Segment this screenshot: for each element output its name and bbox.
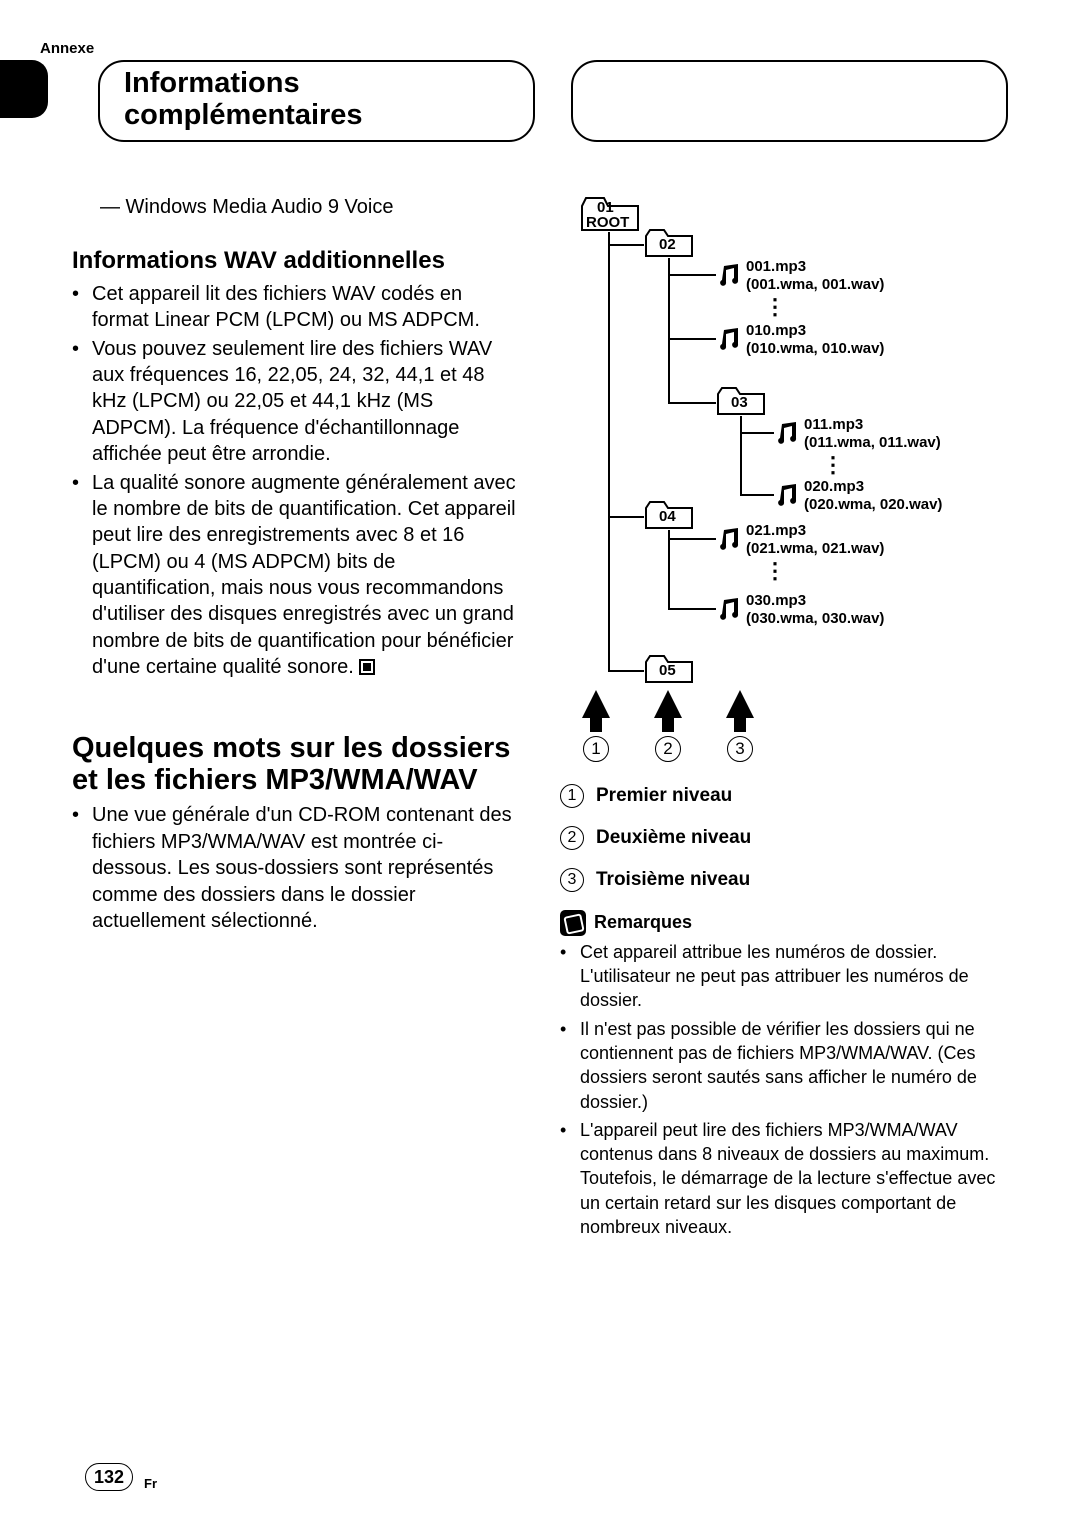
vertical-dots-icon: ⋮ <box>822 458 842 471</box>
legend-item: 3 Troisième niveau <box>560 868 1008 892</box>
vertical-dots-icon: ⋮ <box>764 564 784 577</box>
circled-number: 1 <box>583 736 609 762</box>
music-file-icon <box>774 482 802 508</box>
bullet-item: Cet appareil lit des fichiers WAV codés … <box>92 281 520 334</box>
note-icon <box>560 910 586 936</box>
file-alt-names: (011.wma, 011.wav) <box>804 434 941 451</box>
arrow-up-icon <box>582 690 610 718</box>
circled-number: 2 <box>560 826 584 850</box>
vertical-dots-icon: ⋮ <box>764 300 784 313</box>
mp3-heading: Quelques mots sur les dossiers et les fi… <box>72 733 520 797</box>
header-row: Informations complémentaires <box>98 60 1008 142</box>
title-box-empty <box>571 60 1008 142</box>
arrow-stem <box>734 716 746 732</box>
circled-number: 2 <box>655 736 681 762</box>
tree-legend: 1 Premier niveau 2 Deuxième niveau 3 Tro… <box>560 784 1008 892</box>
section-label: Annexe <box>40 40 94 57</box>
legend-label: Premier niveau <box>596 785 732 807</box>
legend-label: Troisième niveau <box>596 869 750 891</box>
page-number: 132 <box>85 1463 133 1491</box>
arrow-stem <box>662 716 674 732</box>
music-file-icon <box>716 596 744 622</box>
circled-number: 3 <box>727 736 753 762</box>
legend-label: Deuxième niveau <box>596 827 751 849</box>
bullet-item: Il n'est pas possible de vérifier les do… <box>580 1017 1008 1114</box>
wav-bullets: Cet appareil lit des fichiers WAV codés … <box>72 281 520 681</box>
remarques-list: Cet appareil attribue les numéros de dos… <box>560 940 1008 1240</box>
music-file-icon <box>716 262 744 288</box>
bullet-item: Vous pouvez seulement lire des fichiers … <box>92 336 520 468</box>
folder-number: 03 <box>731 394 748 411</box>
folder-number: 04 <box>659 508 676 525</box>
music-file-icon <box>774 420 802 446</box>
left-column: — Windows Media Audio 9 Voice Informatio… <box>72 192 520 1244</box>
legend-item: 1 Premier niveau <box>560 784 1008 808</box>
file-name: 010.mp3 <box>746 322 806 339</box>
codec-item: — Windows Media Audio 9 Voice <box>100 196 520 219</box>
file-alt-names: (030.wma, 030.wav) <box>746 610 884 627</box>
file-name: 001.mp3 <box>746 258 806 275</box>
circled-number: 1 <box>560 784 584 808</box>
music-file-icon <box>716 526 744 552</box>
page-language: Fr <box>144 1476 157 1491</box>
bullet-item: La qualité sonore augmente généralement … <box>92 470 520 681</box>
circled-number: 3 <box>560 868 584 892</box>
file-alt-names: (001.wma, 001.wav) <box>746 276 884 293</box>
arrow-up-icon <box>726 690 754 718</box>
folder-tree-diagram: 01 ROOT 02 001.mp3 (001.wma, 001.wav) ⋮ … <box>560 192 990 762</box>
arrow-stem <box>590 716 602 732</box>
file-name: 021.mp3 <box>746 522 806 539</box>
remarques-heading: Remarques <box>560 910 1008 936</box>
page-title: Informations complémentaires <box>124 68 509 132</box>
end-marker-icon <box>359 659 375 675</box>
file-alt-names: (020.wma, 020.wav) <box>804 496 942 513</box>
edge-tab <box>0 60 48 118</box>
file-alt-names: (021.wma, 021.wav) <box>746 540 884 557</box>
right-column: 01 ROOT 02 001.mp3 (001.wma, 001.wav) ⋮ … <box>560 192 1008 1244</box>
wav-heading: Informations WAV additionnelles <box>72 247 520 275</box>
file-name: 011.mp3 <box>804 416 863 433</box>
music-file-icon <box>716 326 744 352</box>
bullet-item: L'appareil peut lire des fichiers MP3/WM… <box>580 1118 1008 1239</box>
file-alt-names: (010.wma, 010.wav) <box>746 340 884 357</box>
bullet-item: Une vue générale d'un CD-ROM contenant d… <box>92 802 520 934</box>
file-name: 030.mp3 <box>746 592 806 609</box>
folder-root-label: ROOT <box>586 214 629 231</box>
mp3-bullets: Une vue générale d'un CD-ROM contenant d… <box>72 802 520 934</box>
title-box: Informations complémentaires <box>98 60 535 142</box>
file-name: 020.mp3 <box>804 478 864 495</box>
bullet-item: Cet appareil attribue les numéros de dos… <box>580 940 1008 1013</box>
legend-item: 2 Deuxième niveau <box>560 826 1008 850</box>
folder-number: 02 <box>659 236 676 253</box>
arrow-up-icon <box>654 690 682 718</box>
folder-number: 05 <box>659 662 676 679</box>
remarques-title: Remarques <box>594 912 692 933</box>
